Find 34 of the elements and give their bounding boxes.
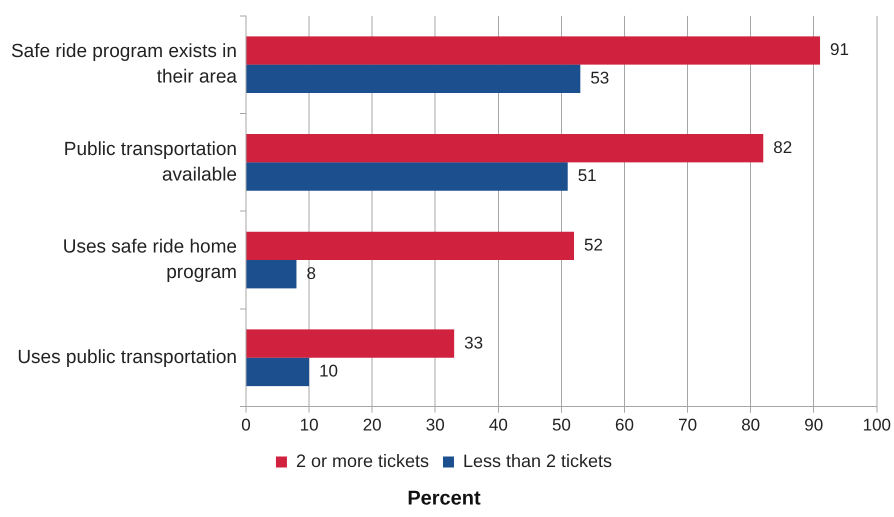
bar bbox=[246, 134, 764, 162]
data-label: 52 bbox=[584, 236, 603, 255]
y-tick-label: Safe ride program exists in their area bbox=[10, 41, 238, 88]
data-label: 91 bbox=[830, 40, 849, 60]
x-tick-label: 40 bbox=[488, 415, 508, 434]
x-tick-label: 100 bbox=[862, 415, 892, 434]
legend-label: 2 or more tickets bbox=[296, 450, 429, 471]
bar bbox=[246, 358, 310, 386]
x-tick-label: 30 bbox=[426, 415, 445, 434]
x-tick-label: 80 bbox=[741, 415, 760, 434]
x-tick-label: 60 bbox=[615, 415, 634, 434]
x-tick-label: 20 bbox=[362, 415, 382, 434]
x-tick-label: 90 bbox=[804, 415, 824, 434]
y-tick-label: Uses safe ride home program bbox=[62, 236, 237, 284]
bar bbox=[246, 232, 574, 260]
y-tick-label: Uses public transportation bbox=[17, 346, 237, 368]
data-label: 82 bbox=[773, 138, 792, 157]
x-tick-label: 50 bbox=[552, 415, 571, 434]
data-label: 53 bbox=[590, 68, 610, 88]
x-tick-label: 0 bbox=[241, 415, 251, 434]
bar bbox=[246, 329, 454, 358]
bar bbox=[246, 260, 296, 288]
x-axis-title: Percent bbox=[407, 488, 482, 510]
bar bbox=[246, 36, 820, 65]
data-label: 33 bbox=[464, 333, 484, 352]
bar bbox=[246, 162, 568, 191]
data-label: 10 bbox=[319, 362, 338, 381]
data-label: 51 bbox=[578, 166, 597, 186]
bar bbox=[246, 64, 580, 94]
y-tick-label: Public transportation available bbox=[64, 138, 237, 186]
data-label: 8 bbox=[306, 264, 316, 283]
x-tick-label: 10 bbox=[300, 415, 319, 434]
x-tick-label: 70 bbox=[678, 415, 698, 434]
legend-label: Less than 2 tickets bbox=[462, 450, 612, 471]
